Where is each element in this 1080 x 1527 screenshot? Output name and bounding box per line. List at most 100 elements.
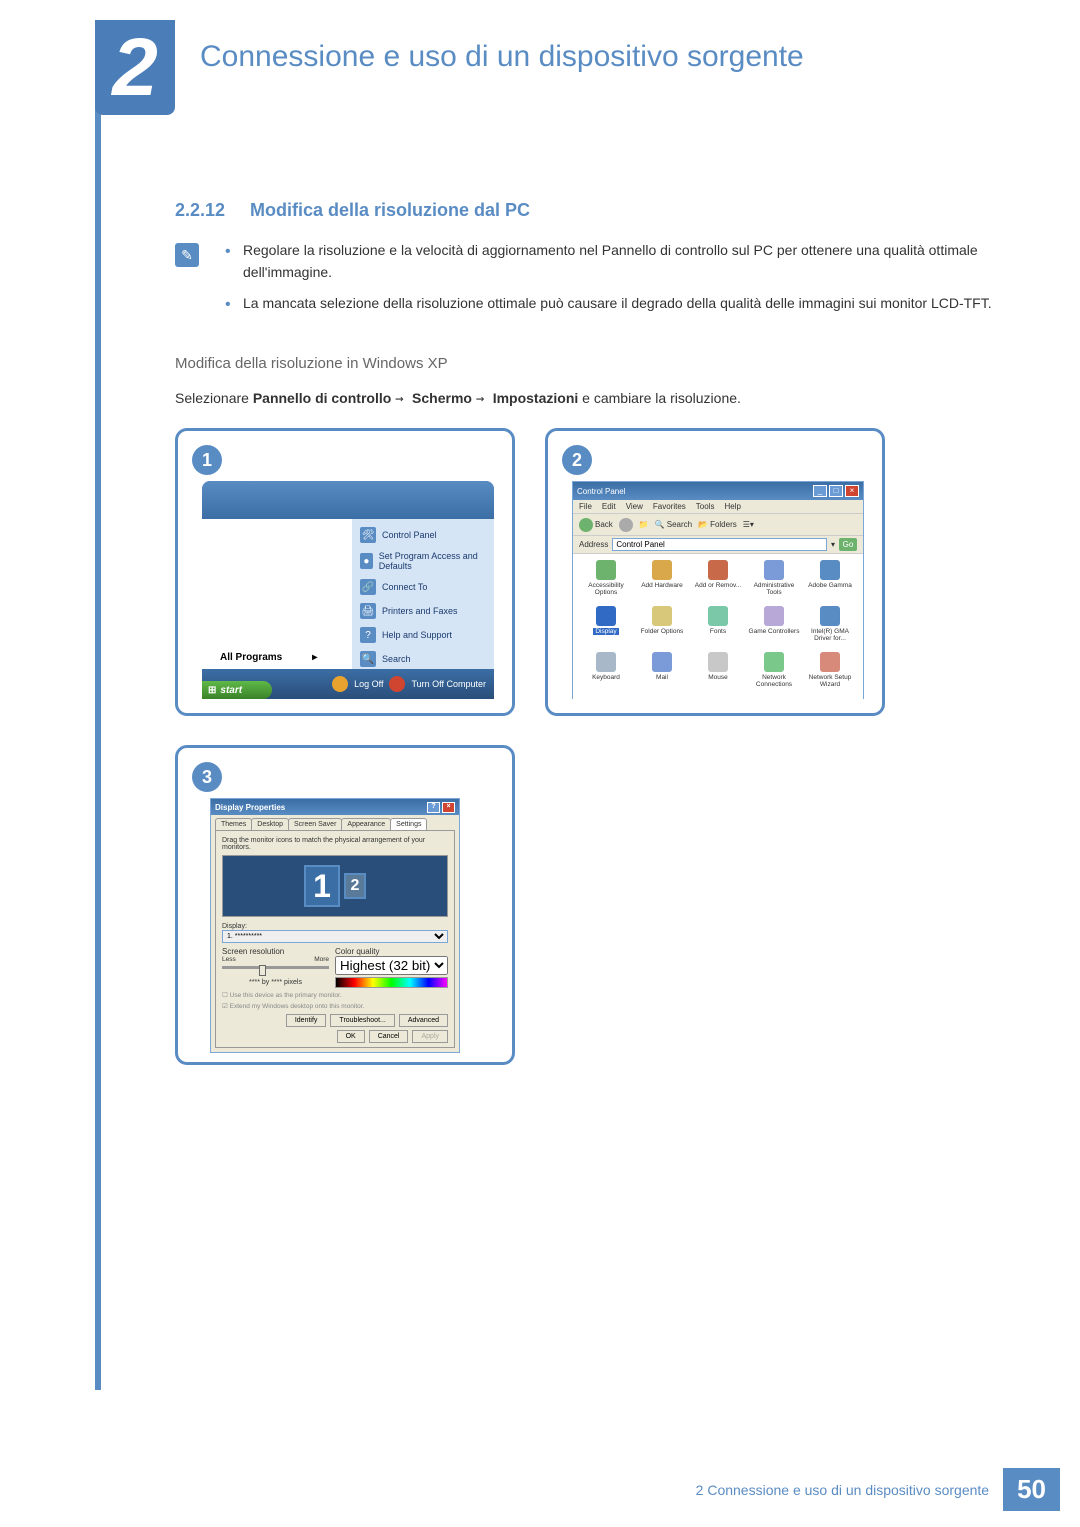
menu-item[interactable]: View [626, 502, 643, 511]
tab[interactable]: Desktop [251, 818, 289, 830]
cp-icon[interactable]: Administrative Tools [747, 560, 801, 602]
extend-checkbox[interactable]: ☑ Extend my Windows desktop onto this mo… [222, 1002, 448, 1010]
dropdown-icon[interactable]: ▾ [831, 540, 835, 549]
tab-bar: ThemesDesktopScreen SaverAppearanceSetti… [211, 815, 459, 830]
cp-icon[interactable]: Folder Options [635, 606, 689, 648]
maximize-button[interactable]: □ [829, 485, 843, 497]
tab[interactable]: Themes [215, 818, 252, 830]
tab[interactable]: Appearance [341, 818, 391, 830]
start-menu: 🛠Control Panel●Set Program Access and De… [202, 481, 494, 699]
step-number: 2 [562, 445, 592, 475]
tab[interactable]: Settings [390, 818, 427, 830]
tab[interactable]: Screen Saver [288, 818, 342, 830]
window-title: Control Panel [577, 487, 625, 496]
icon [708, 560, 728, 580]
cp-icon[interactable]: Add or Remov... [691, 560, 745, 602]
cp-icon[interactable]: Display [579, 606, 633, 648]
address-input[interactable] [612, 538, 827, 551]
menu-label: Help and Support [382, 630, 452, 640]
display-properties-window: Display Properties ? × ThemesDesktopScre… [210, 798, 460, 1053]
menu-item[interactable]: File [579, 502, 592, 511]
side-rule [95, 20, 101, 1390]
start-label: start [220, 685, 242, 696]
cp-icon[interactable]: Network Connections [747, 652, 801, 694]
apply-button[interactable]: Apply [412, 1030, 448, 1043]
cp-icon[interactable]: Intel(R) GMA Driver for... [803, 606, 857, 648]
display-select[interactable]: 1. ********** [222, 930, 448, 943]
cp-icon[interactable]: Mouse [691, 652, 745, 694]
icon-label: Fonts [710, 628, 726, 635]
bullet-item: Regolare la risoluzione e la velocità di… [225, 240, 995, 283]
start-menu-item[interactable]: 🔍Search [358, 647, 488, 671]
menu-item[interactable]: Help [724, 502, 740, 511]
menu-item[interactable]: Edit [602, 502, 616, 511]
monitor-1[interactable]: 1 [304, 865, 340, 907]
start-menu-item[interactable]: 🖨 Printers and Faxes [358, 599, 488, 623]
menu-item[interactable]: Favorites [653, 502, 686, 511]
start-button[interactable]: start [202, 681, 272, 699]
logoff-icon[interactable] [332, 676, 348, 692]
window-title: Display Properties [215, 803, 285, 812]
advanced-button[interactable]: Advanced [399, 1014, 448, 1027]
step-panel-3: 3 Display Properties ? × ThemesDesktopSc… [175, 745, 515, 1065]
back-button[interactable]: Back [579, 518, 613, 532]
turnoff-icon[interactable] [389, 676, 405, 692]
sr-label: Screen resolution [222, 947, 284, 956]
color-select[interactable]: Highest (32 bit) [335, 956, 448, 975]
menu-icon: 🖨 [360, 603, 376, 619]
cp-icon[interactable]: Accessibility Options [579, 560, 633, 602]
all-programs-button[interactable]: All Programs [212, 648, 325, 667]
help-button[interactable]: ? [427, 802, 440, 813]
more-label: More [314, 956, 329, 963]
search-button[interactable]: 🔍Search [655, 520, 692, 529]
step-number: 1 [192, 445, 222, 475]
page-number: 50 [1003, 1468, 1060, 1511]
bullet-list: Regolare la risoluzione e la velocità di… [225, 240, 995, 325]
menu-icon: ? [360, 627, 376, 643]
views-button[interactable]: ☰▾ [743, 520, 754, 529]
resolution-slider[interactable] [222, 966, 329, 976]
primary-checkbox[interactable]: ☐ Use this device as the primary monitor… [222, 991, 448, 999]
go-button[interactable]: Go [839, 538, 857, 551]
address-label: Address [579, 540, 608, 549]
footer-text: 2 Connessione e uso di un dispositivo so… [682, 1474, 1003, 1506]
start-menu-item[interactable]: ●Set Program Access and Defaults [358, 547, 488, 575]
menu-item[interactable]: Tools [696, 502, 715, 511]
start-menu-item[interactable]: ? Help and Support [358, 623, 488, 647]
cp-icon[interactable]: Game Controllers [747, 606, 801, 648]
start-menu-item[interactable]: 🔗Connect To [358, 575, 488, 599]
folders-button[interactable]: 📂Folders [698, 520, 737, 529]
start-menu-item[interactable]: 🛠Control Panel [358, 523, 488, 547]
icon-label: Administrative Tools [747, 582, 801, 596]
resolution-value: **** by **** pixels [222, 979, 329, 986]
forward-button[interactable] [619, 518, 633, 532]
ok-button[interactable]: OK [337, 1030, 365, 1043]
control-panel-icons: Accessibility OptionsAdd HardwareAdd or … [573, 554, 863, 700]
cancel-button[interactable]: Cancel [369, 1030, 409, 1043]
menu-label: Printers and Faxes [382, 606, 458, 616]
cp-icon[interactable]: Network Setup Wizard [803, 652, 857, 694]
minimize-button[interactable]: _ [813, 485, 827, 497]
close-button[interactable]: × [845, 485, 859, 497]
color-group: Color quality Highest (32 bit) [335, 947, 448, 988]
cp-icon[interactable]: Keyboard [579, 652, 633, 694]
icon-label: Intel(R) GMA Driver for... [803, 628, 857, 642]
bold: Pannello di controllo [253, 390, 391, 406]
icon-label: Game Controllers [749, 628, 800, 635]
step-panel-1: 1 🛠Control Panel●Set Program Access and … [175, 428, 515, 716]
identify-button[interactable]: Identify [286, 1014, 327, 1027]
cp-icon[interactable]: Add Hardware [635, 560, 689, 602]
monitor-2[interactable]: 2 [344, 873, 366, 899]
close-button[interactable]: × [442, 802, 455, 813]
cp-icon[interactable]: Adobe Gamma [803, 560, 857, 602]
cp-icon[interactable]: Fonts [691, 606, 745, 648]
troubleshoot-button[interactable]: Troubleshoot... [330, 1014, 394, 1027]
monitor-preview: 1 2 [222, 855, 448, 917]
up-button[interactable]: 📁 [639, 520, 649, 529]
logoff-label[interactable]: Log Off [354, 679, 383, 689]
cp-icon[interactable]: Mail [635, 652, 689, 694]
menu-label: Connect To [382, 582, 427, 592]
turnoff-label[interactable]: Turn Off Computer [411, 679, 486, 689]
chapter-number: 2 [112, 21, 158, 115]
icon [764, 560, 784, 580]
